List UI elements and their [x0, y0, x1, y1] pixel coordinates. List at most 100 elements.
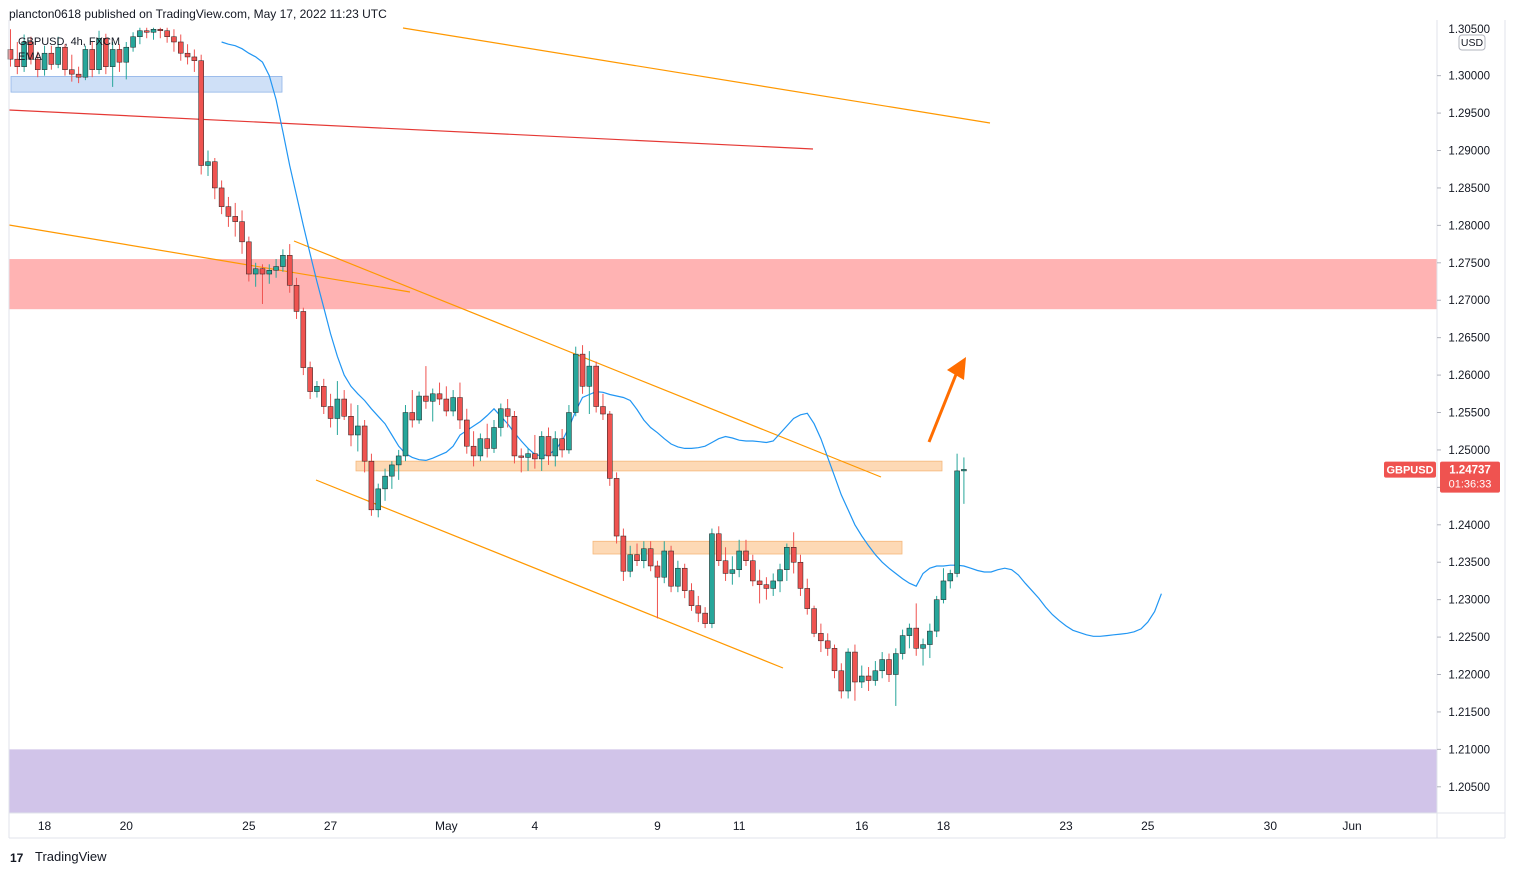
candle: [777, 563, 783, 593]
candle: [593, 361, 599, 413]
candle-body: [300, 311, 307, 368]
candle: [443, 386, 450, 417]
candle: [770, 573, 776, 596]
candle: [906, 623, 913, 649]
candle: [654, 560, 661, 619]
candle: [586, 351, 593, 415]
candle-body: [205, 161, 211, 166]
candle: [280, 249, 286, 272]
candle: [620, 528, 627, 581]
candle: [314, 381, 320, 398]
candle: [327, 393, 334, 428]
candle-body: [457, 397, 463, 421]
candle: [178, 34, 184, 61]
candle-body: [232, 216, 238, 222]
currency-label: USD: [1461, 37, 1484, 49]
candle: [641, 541, 647, 569]
candle-body: [947, 573, 954, 582]
candle: [865, 667, 872, 691]
candle: [436, 382, 443, 406]
candle-body: [811, 608, 817, 634]
candle: [266, 264, 273, 284]
candle: [600, 393, 606, 420]
candle: [171, 29, 177, 52]
price-tick-label: 1.28500: [1448, 183, 1490, 195]
candle-body: [661, 550, 668, 578]
candle: [395, 449, 402, 480]
candle: [164, 27, 170, 43]
candle: [688, 583, 695, 611]
candle-body: [865, 675, 872, 681]
overlay-layer: GBPUSD 1.24737 01:36:33: [927, 357, 1500, 493]
candle-body: [123, 46, 130, 63]
candle-body: [103, 37, 109, 67]
candle-body: [620, 535, 627, 572]
candle-body: [368, 460, 375, 511]
candle: [886, 653, 892, 682]
candle-body: [48, 52, 55, 65]
candle-body: [450, 397, 456, 412]
candle: [123, 41, 130, 80]
last-price-value: 1.24737: [1449, 465, 1491, 477]
candle-body: [280, 255, 286, 267]
candle: [368, 453, 375, 516]
candle-body: [321, 386, 327, 407]
candle: [218, 180, 225, 215]
candle: [96, 30, 102, 75]
time-tick-label: Jun: [1342, 819, 1361, 833]
candle-body: [559, 438, 565, 451]
candle-body: [797, 561, 804, 589]
candle: [341, 390, 347, 420]
candle: [212, 158, 218, 200]
price-tick-label: 1.22500: [1448, 632, 1490, 644]
tradingview-brand[interactable]: 17 TradingView: [10, 849, 107, 864]
candle-body: [641, 548, 647, 561]
candle: [927, 623, 933, 659]
candle: [307, 361, 313, 400]
candle: [940, 568, 947, 604]
legend-indicator-ema[interactable]: EMA: [18, 51, 42, 63]
candle: [954, 453, 960, 578]
candle: [743, 539, 749, 566]
candle-body: [695, 605, 702, 614]
candle-body: [729, 569, 736, 574]
candle-body: [212, 161, 218, 189]
candle-body: [89, 49, 95, 70]
time-tick-label: 11: [733, 819, 746, 833]
candle-body: [239, 221, 245, 243]
candle-body: [198, 60, 204, 166]
candle: [961, 457, 967, 504]
candle-body: [171, 36, 177, 43]
candle: [879, 652, 885, 679]
candle: [109, 41, 116, 87]
candle: [750, 554, 756, 587]
candle-body: [920, 644, 926, 649]
candle-body: [906, 627, 913, 636]
candle: [790, 532, 797, 574]
candle: [947, 569, 954, 589]
candle: [252, 262, 259, 287]
zone-blue: [10, 76, 283, 93]
time-tick-label: May: [435, 819, 458, 833]
candle-body: [286, 255, 293, 286]
candle-body: [511, 416, 518, 457]
candle: [21, 34, 27, 72]
candle: [859, 665, 865, 688]
candle: [82, 45, 89, 81]
candle-body: [69, 69, 75, 75]
candle-body: [75, 73, 82, 78]
candle: [634, 543, 640, 566]
legend-symbol[interactable]: GBPUSD, 4h, FXCM: [18, 36, 121, 48]
candle-body: [940, 580, 947, 600]
candle-body: [82, 49, 89, 78]
candle: [89, 41, 95, 78]
time-tick-label: 4: [532, 819, 539, 833]
time-tick-label: 27: [324, 819, 338, 833]
candle: [157, 27, 164, 39]
candle-body: [14, 58, 21, 67]
candle: [511, 411, 518, 464]
candle-body: [225, 206, 232, 217]
candle-body: [116, 49, 123, 63]
